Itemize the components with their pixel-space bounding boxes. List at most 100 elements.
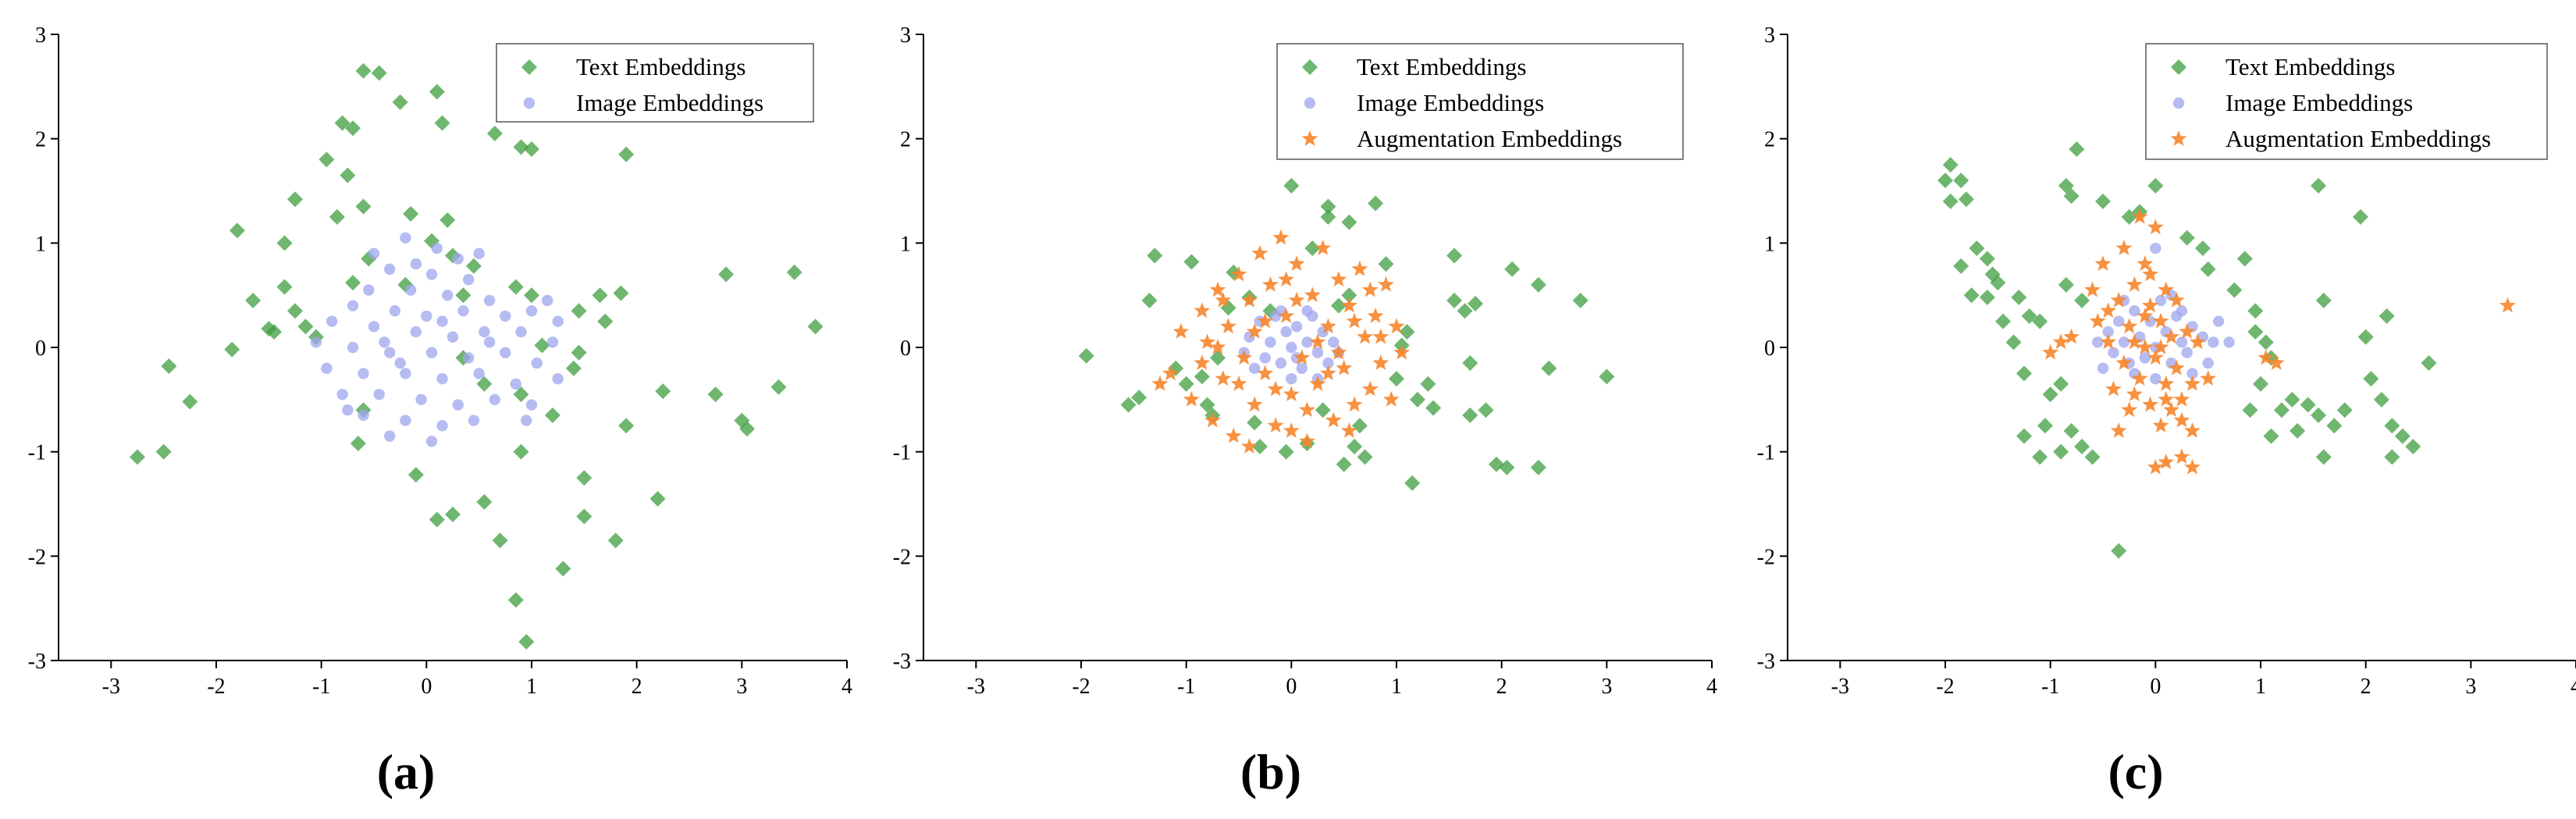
x-tick-label: -1 (1177, 675, 1195, 699)
text-embedding-point (2253, 376, 2268, 392)
y-tick-label: 1 (900, 232, 911, 256)
image-embedding-point (1275, 357, 1287, 369)
text-embedding-point (1351, 418, 1368, 434)
augmentation-embedding-point (1340, 297, 1357, 313)
text-embedding-point (2357, 329, 2374, 345)
augmentation-embedding-point (2063, 328, 2080, 344)
text-embedding-point (492, 532, 508, 549)
text-embedding-point (2247, 323, 2264, 340)
text-embedding-point (1942, 193, 1959, 209)
image-embedding-point (425, 269, 438, 280)
text-embedding-point (245, 292, 262, 308)
text-embedding-point (649, 490, 666, 507)
augmentation-embedding-point (2184, 375, 2201, 391)
x-tick-label: 0 (2150, 675, 2161, 699)
scatter-points (130, 55, 824, 650)
image-embedding-point (468, 415, 480, 426)
image-embedding-point (525, 305, 538, 317)
augmentation-embedding-point (1299, 401, 1315, 418)
image-embedding-point (510, 378, 521, 390)
legend-label: Text Embeddings (1357, 53, 1526, 80)
augmentation-embedding-point (2126, 276, 2143, 292)
augmentation-embedding-point (1340, 422, 1357, 438)
text-embedding-point (2311, 177, 2327, 194)
image-embedding-point (2212, 315, 2225, 327)
text-embedding-point (513, 443, 529, 460)
text-embedding-point (576, 508, 592, 525)
y-tick-label: 1 (1764, 232, 1775, 256)
text-embedding-point (371, 65, 387, 81)
text-embedding-point (613, 285, 629, 301)
text-embedding-point (407, 467, 424, 483)
augmentation-embedding-point (1351, 260, 1368, 276)
text-embedding-point (2326, 418, 2343, 434)
text-embedding-point (2032, 449, 2048, 465)
image-embedding-point (442, 289, 454, 301)
text-embedding-point (1283, 177, 1300, 194)
image-embedding-point (2176, 305, 2188, 317)
x-tick-label: -3 (967, 675, 985, 699)
image-embedding-point (310, 337, 322, 348)
text-embedding-point (2053, 443, 2069, 460)
panel-label-a: (a) (377, 744, 436, 799)
text-embedding-point (507, 592, 524, 608)
image-embedding-point (489, 393, 501, 406)
image-embedding-point (384, 263, 396, 275)
image-embedding-point (389, 305, 401, 317)
text-embedding-point (1141, 292, 1158, 308)
augmentation-embedding-point (2152, 339, 2169, 354)
legend: Text Embeddings Image Embeddings Augmentat… (1276, 43, 1684, 160)
y-tick-label: -2 (1757, 545, 1775, 569)
text-embedding-point (1990, 275, 2006, 291)
image-embedding-point (525, 399, 538, 411)
augmentation-embedding-point (2089, 312, 2106, 329)
image-embedding-point (1265, 337, 1276, 348)
text-embedding-point (329, 208, 345, 225)
image-embedding-point (394, 357, 406, 369)
text-embedding-point (2063, 422, 2080, 439)
text-embedding-point (2200, 261, 2216, 277)
augmentation-embedding-point (2042, 344, 2059, 360)
augmentation-embedding-point (1330, 271, 1347, 287)
text-embedding-point (2315, 292, 2332, 308)
image-embedding-point (2092, 337, 2104, 348)
augmentation-embedding-point (1283, 386, 1300, 401)
scatter-panel-a: -3 -2 -1 0 1 2 3 4 -3 -2 -1 0 1 2 3 Text Embeddings Imag… (28, 23, 852, 699)
text-embedding-point (297, 319, 314, 335)
text-embedding-point (334, 115, 350, 131)
text-embedding-point (2421, 355, 2437, 372)
image-embedding-point (2181, 347, 2193, 358)
text-embedding-point (524, 141, 539, 158)
augmentation-embedding-point (1372, 328, 1389, 344)
text-embedding-point (130, 449, 145, 465)
image-embedding-point (2186, 368, 2198, 379)
legend-box (496, 43, 814, 123)
text-embedding-point (429, 84, 445, 100)
text-embedding-point (1131, 390, 1147, 406)
text-embedding-point (2042, 386, 2058, 403)
image-embedding-point (1311, 347, 1324, 358)
text-embedding-point (161, 358, 177, 375)
image-embedding-point (2129, 305, 2140, 317)
image-embedding-point (500, 310, 511, 322)
text-embedding-point (1599, 369, 1615, 385)
augmentation-embedding-point (1315, 240, 1332, 255)
legend-marker (2172, 97, 2185, 109)
text-embedding-point (350, 435, 366, 451)
image-embedding-point (436, 420, 448, 432)
augmentation-embedding-point (2142, 396, 2159, 412)
image-embedding-point (500, 347, 511, 358)
image-embedding-point (2208, 337, 2219, 348)
image-embedding-point (1286, 341, 1297, 354)
y-tick-label: -1 (28, 441, 46, 465)
text-embedding-point (2011, 289, 2027, 305)
legend-box (1276, 43, 1684, 160)
panel-label-c: (c) (2108, 744, 2163, 799)
augmentation-embedding-point (1372, 354, 1389, 370)
text-embedding-point (439, 212, 456, 228)
x-tick-label: 2 (1496, 675, 1507, 699)
text-embedding-point (1210, 350, 1226, 366)
image-embedding-point (2102, 326, 2114, 338)
augmentation-embedding-point (1236, 349, 1253, 365)
image-embedding-point (1290, 321, 1303, 333)
